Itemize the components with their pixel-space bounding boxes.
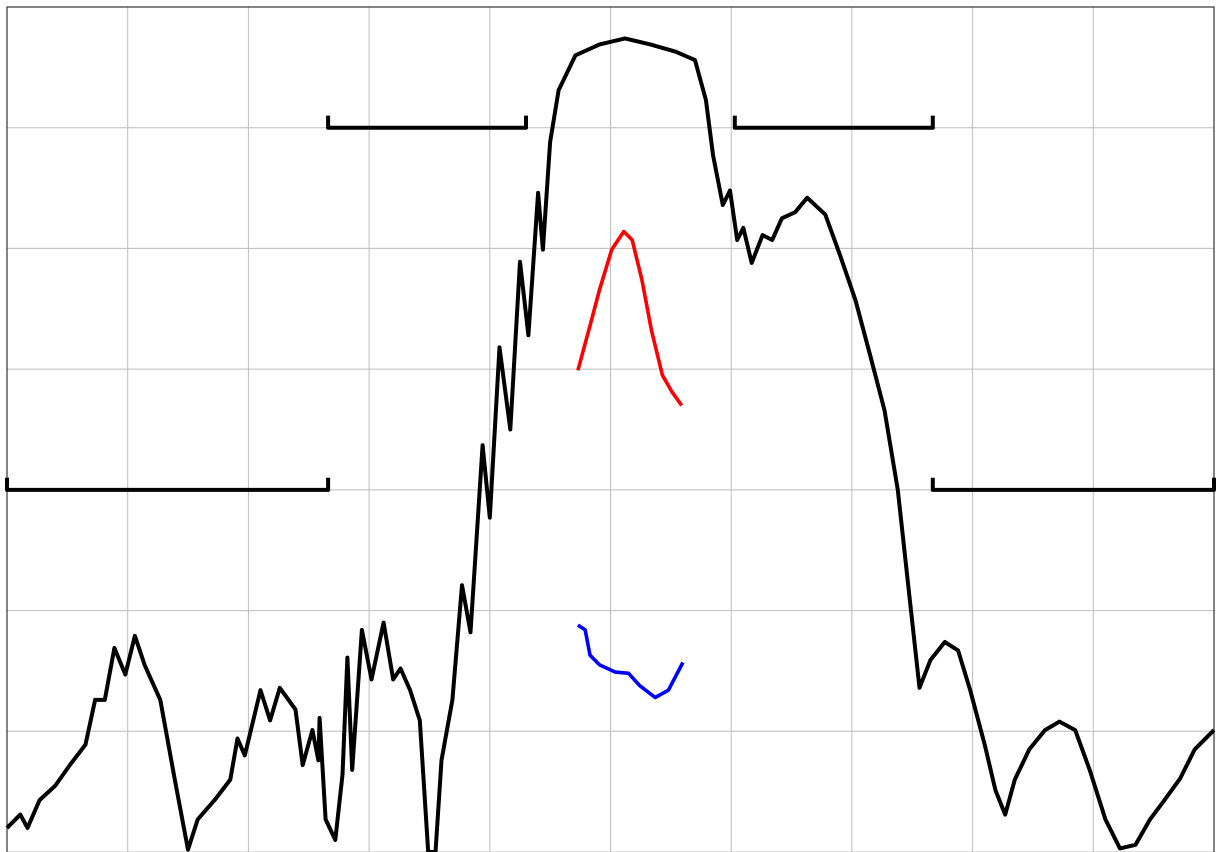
series-line <box>576 229 684 407</box>
series-line <box>576 623 685 700</box>
series-line <box>5 36 1216 852</box>
plot-frame <box>6 6 1215 852</box>
series-line <box>5 115 1216 492</box>
